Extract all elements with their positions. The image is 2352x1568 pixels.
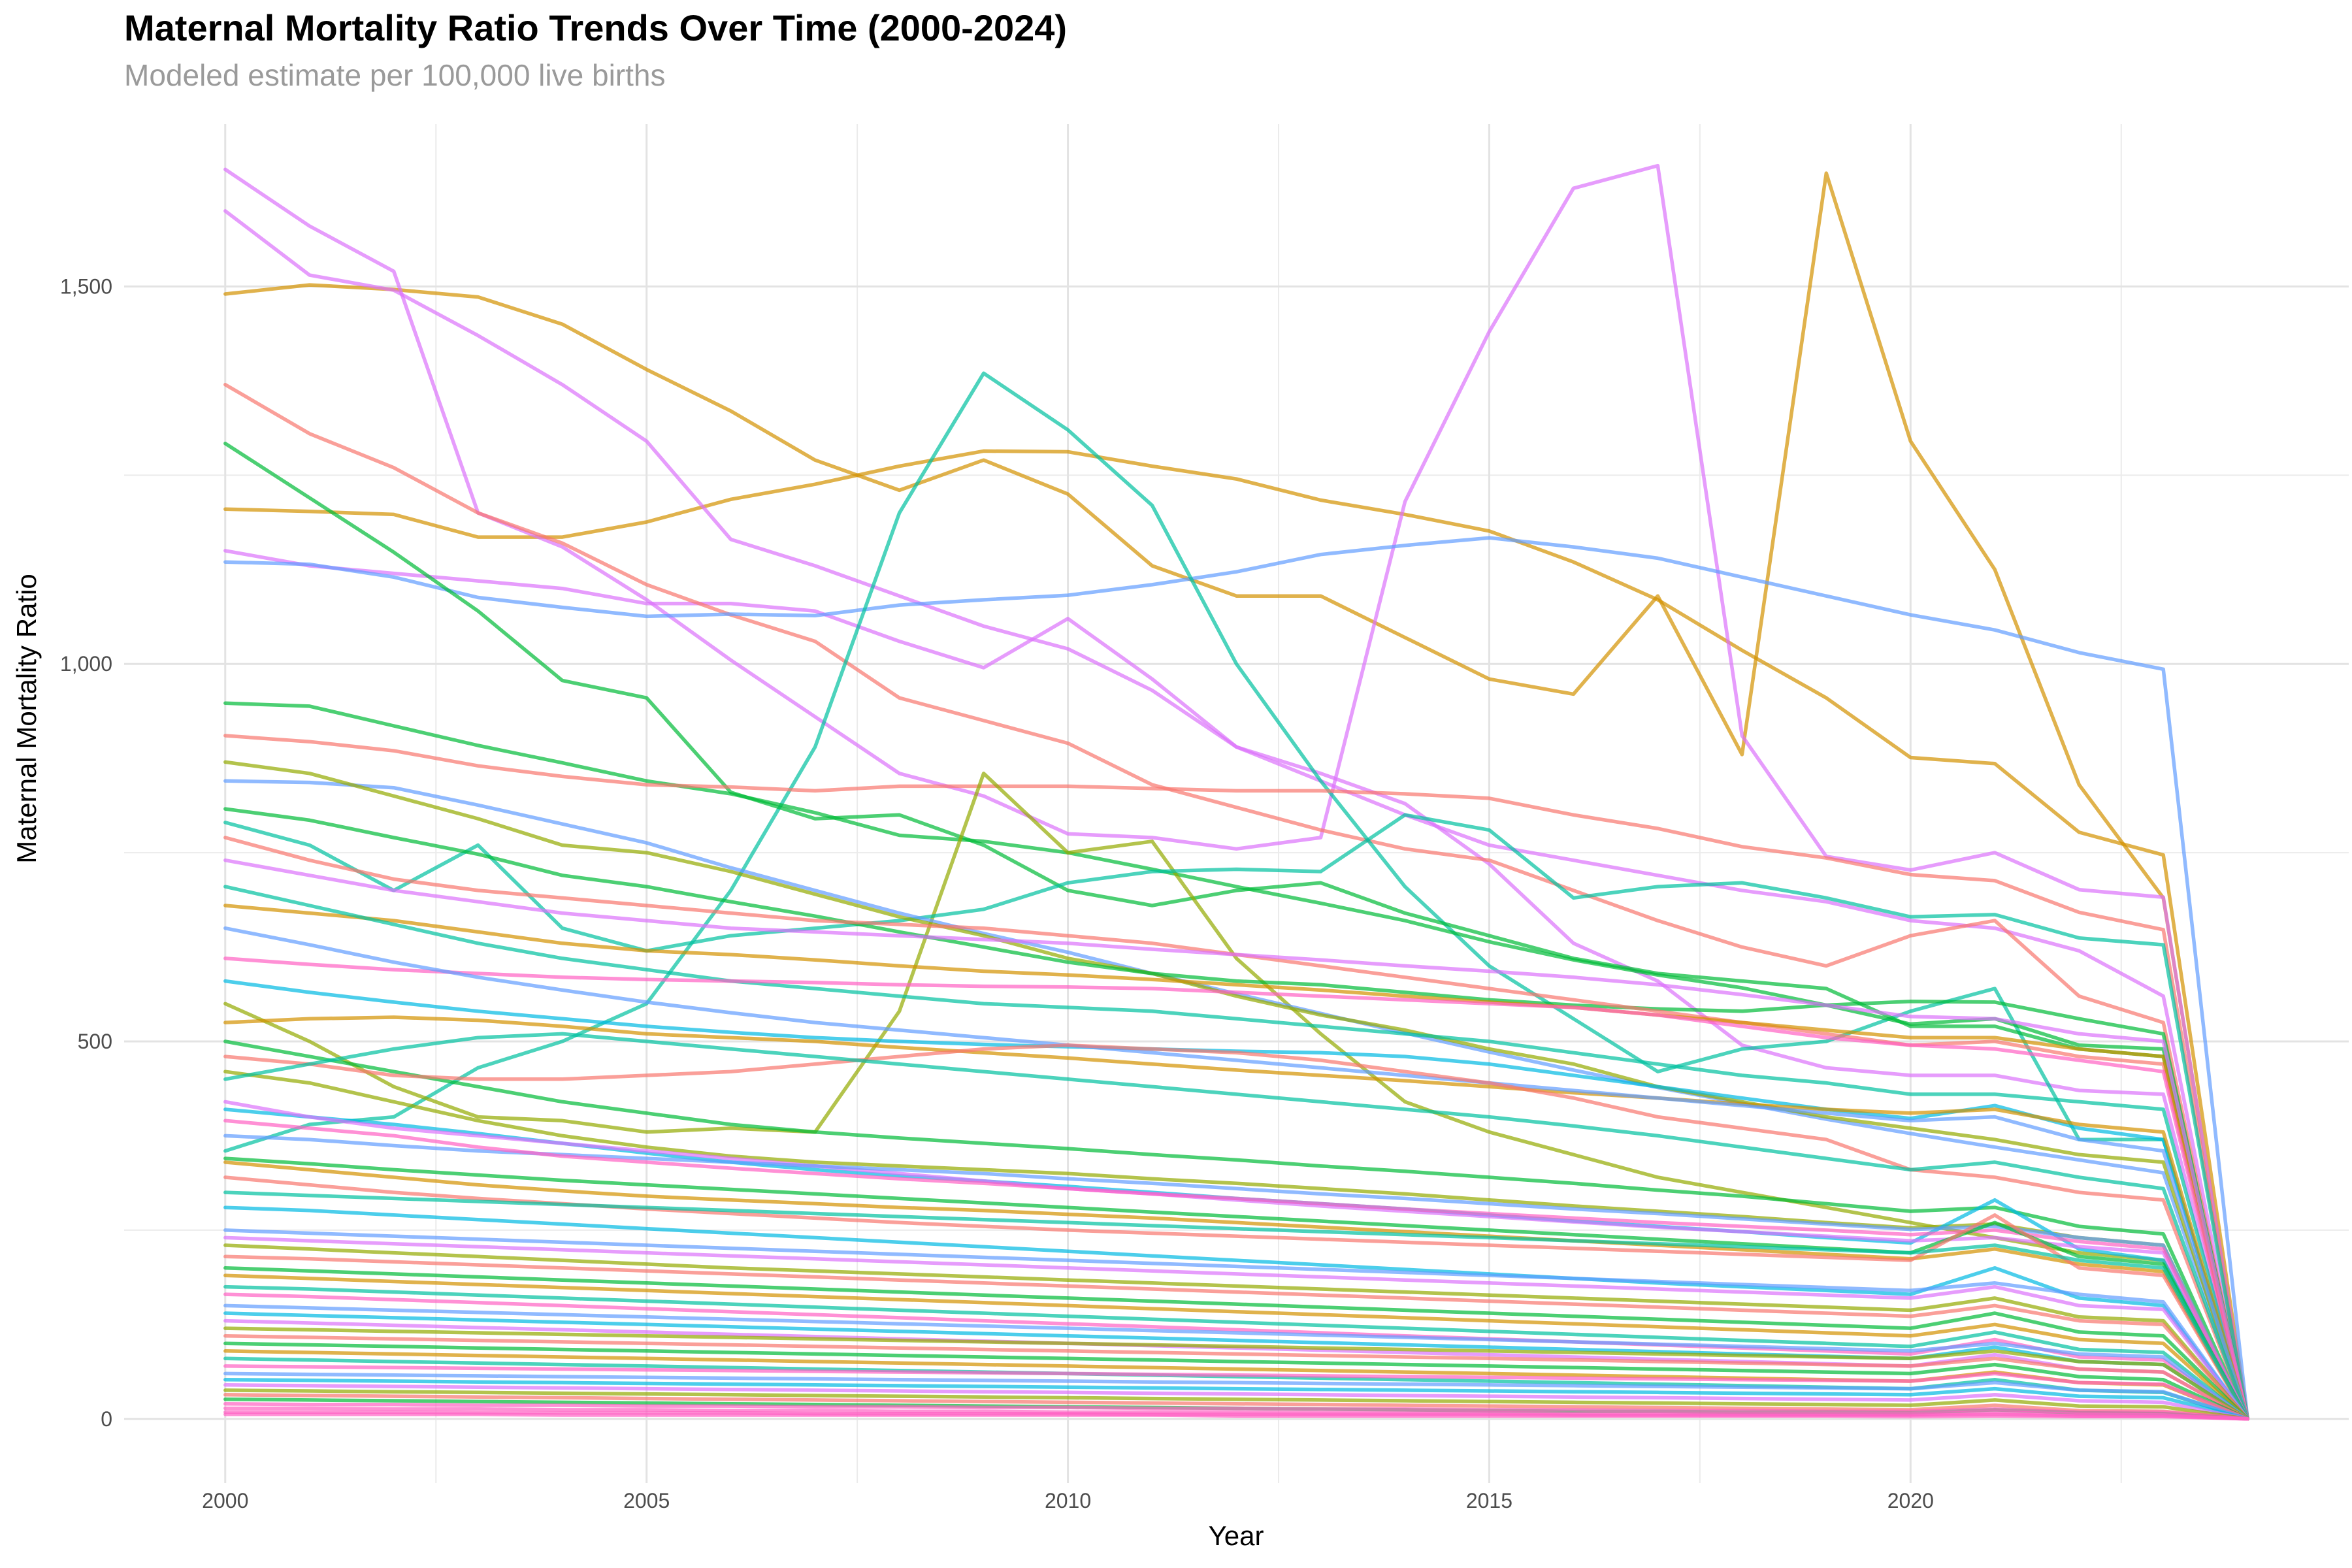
series-line-5 <box>223 549 2249 1421</box>
series-line-38 <box>223 1228 2249 1421</box>
series-line-64 <box>223 1413 2249 1421</box>
series-line-57 <box>223 1383 2249 1421</box>
series-line-6 <box>223 382 2249 1421</box>
series-line-10 <box>223 701 2249 1421</box>
series-line-11 <box>223 734 2249 1421</box>
series-line-56 <box>223 1377 2249 1421</box>
series-line-32 <box>223 1119 2249 1421</box>
series-line-21 <box>223 956 2249 1421</box>
series-line-18 <box>223 904 2249 1421</box>
series-line-55 <box>223 1371 2249 1421</box>
x-axis-title: Year <box>1209 1520 1264 1551</box>
series-line-8 <box>223 371 2249 1421</box>
series-line-16 <box>223 807 2249 1421</box>
gridlines <box>124 124 2349 1483</box>
series-line-37 <box>223 1205 2249 1421</box>
series-line-40 <box>223 1243 2249 1421</box>
y-tick-label: 1,000 <box>60 652 112 676</box>
series-line-43 <box>223 1273 2249 1421</box>
series-line-29 <box>223 1107 2249 1421</box>
x-tick-label: 2000 <box>202 1489 248 1512</box>
series-line-19 <box>223 885 2249 1421</box>
series-line-12 <box>223 772 2249 1421</box>
series-line-15 <box>223 760 2249 1421</box>
series-line-9 <box>223 442 2249 1421</box>
series-line-58 <box>223 1388 2249 1421</box>
y-axis-title: Maternal Mortality Ratio <box>11 574 42 863</box>
series-line-49 <box>223 1326 2249 1421</box>
series-line-61 <box>223 1401 2249 1421</box>
series-line-1 <box>223 171 2249 1421</box>
series-line-39 <box>223 1235 2249 1421</box>
series-line-3 <box>223 163 2249 1421</box>
series-line-24 <box>223 926 2249 1421</box>
x-tick-label: 2015 <box>1466 1489 1512 1512</box>
x-tick-label: 2010 <box>1045 1489 1091 1512</box>
y-tick-label: 1,500 <box>60 274 112 298</box>
series-line-25 <box>223 1039 2249 1421</box>
x-tick-label: 2005 <box>623 1489 670 1512</box>
series-line-46 <box>223 1303 2249 1421</box>
series-line-36 <box>223 1190 2249 1421</box>
series-line-7 <box>223 536 2249 1421</box>
series-line-45 <box>223 1292 2249 1421</box>
y-tick-label: 0 <box>101 1407 112 1431</box>
series-line-51 <box>223 1341 2249 1421</box>
series-line-27 <box>223 1070 2249 1421</box>
chart-title: Maternal Mortality Ratio Trends Over Tim… <box>124 7 1068 48</box>
series-line-28 <box>223 1032 2249 1421</box>
series-line-42 <box>223 1266 2249 1421</box>
series-line-2 <box>223 449 2249 1421</box>
series-line-44 <box>223 1284 2249 1421</box>
tick-labels: 2000 2005 2010 2015 2020 0 500 1,000 1,500 <box>60 274 1934 1512</box>
series-line-41 <box>223 1254 2249 1421</box>
series-line-23 <box>223 1015 2249 1421</box>
series-line-13 <box>223 813 2249 1421</box>
y-tick-label: 500 <box>78 1030 112 1053</box>
x-tick-label: 2020 <box>1887 1489 1934 1512</box>
chart-subtitle: Modeled estimate per 100,000 live births <box>124 58 666 92</box>
series-line-20 <box>223 858 2249 1421</box>
series-lines <box>223 163 2249 1421</box>
series-line-54 <box>223 1364 2249 1421</box>
series-line-50 <box>223 1333 2249 1421</box>
